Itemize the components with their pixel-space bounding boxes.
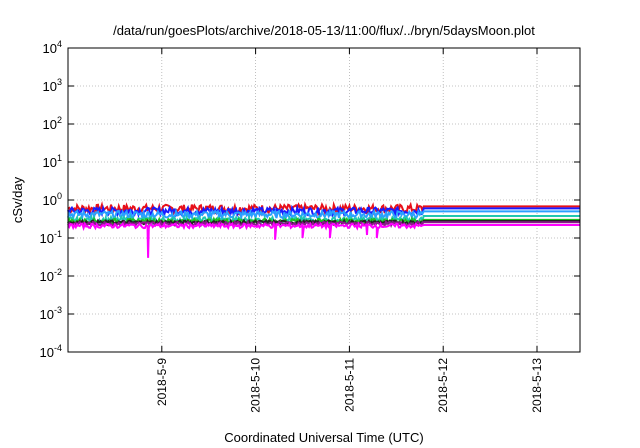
chart-title: /data/run/goesPlots/archive/2018-05-13/1… [113, 23, 535, 38]
x-axis-label: Coordinated Universal Time (UTC) [224, 430, 423, 445]
x-axis: 2018-5-9 2018-5-10 2018-5-11 2018-5-12 2018-… [155, 48, 544, 413]
x-tick-label: 2018-5-10 [249, 358, 263, 413]
x-tick-label: 2018-5-12 [436, 358, 450, 413]
y-axis-label: cSv/day [10, 176, 25, 223]
series-line [67, 200, 580, 217]
grid [68, 48, 580, 352]
series-line [67, 207, 580, 222]
series-line [67, 220, 580, 258]
x-tick-label: 2018-5-9 [155, 358, 169, 406]
x-tick-label: 2018-5-11 [342, 358, 356, 412]
series-group [67, 200, 580, 258]
x-tick-label: 2018-5-13 [530, 358, 544, 413]
